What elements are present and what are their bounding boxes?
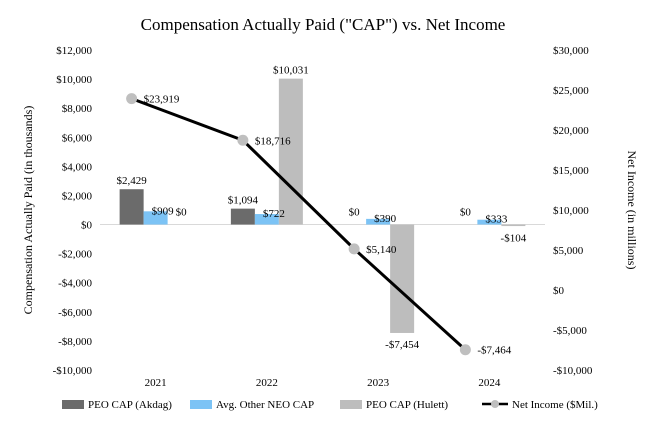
left-axis-title: Compensation Actually Paid (in thousands… (21, 106, 35, 315)
bar-data-label: -$104 (501, 233, 527, 245)
net-income-point (237, 134, 249, 146)
left-axis-tick-label: -$8,000 (58, 336, 92, 348)
x-axis-category-label: 2022 (256, 377, 278, 389)
right-axis-tick-label: $5,000 (553, 245, 584, 257)
right-axis-tick-label: $10,000 (553, 205, 589, 217)
bar-peo-cap-hulett (501, 224, 526, 227)
left-axis-tick-label: -$10,000 (53, 365, 93, 377)
legend-swatch (190, 400, 212, 409)
bar-data-label: $722 (263, 208, 285, 220)
x-axis-category-label: 2021 (145, 377, 167, 389)
left-axis-tick-label: -$2,000 (58, 249, 92, 261)
left-axis-tick-label: $6,000 (62, 132, 93, 144)
bar-avg-other-neo-cap (366, 218, 391, 225)
bar-avg-other-neo-cap (143, 211, 168, 225)
bar-data-label: $333 (485, 214, 508, 226)
right-axis-tick-label: $0 (553, 285, 565, 297)
bar-data-label: $1,094 (228, 195, 259, 207)
left-axis-tick-label: $0 (81, 220, 93, 232)
left-axis-tick-label: $4,000 (62, 161, 93, 173)
net-income-data-label: $5,140 (366, 244, 397, 256)
right-axis-tick-label: $15,000 (553, 165, 589, 177)
x-axis-category-label: 2024 (478, 377, 501, 389)
bar-data-label: $390 (374, 213, 397, 225)
legend-label: Avg. Other NEO CAP (216, 399, 314, 411)
bar-data-label: $0 (460, 207, 472, 219)
net-income-data-label: $23,919 (144, 94, 180, 106)
net-income-data-label: -$7,464 (477, 345, 511, 357)
legend-label: PEO CAP (Hulett) (366, 399, 448, 411)
right-axis-tick-label: -$5,000 (553, 325, 587, 337)
bar-peo-cap-hulett (390, 224, 415, 333)
legend-marker (491, 400, 499, 408)
bar-data-label: $0 (349, 207, 361, 219)
left-axis-tick-label: $12,000 (56, 45, 92, 57)
net-income-line (131, 97, 467, 351)
chart-title: Compensation Actually Paid ("CAP") vs. N… (141, 15, 506, 34)
left-axis-tick-label: $10,000 (56, 74, 92, 86)
left-axis-tick-label: -$4,000 (58, 278, 92, 290)
net-income-point (459, 344, 471, 356)
bar-peo-cap-akdag (119, 189, 144, 225)
bar-avg-other-neo-cap (477, 219, 502, 225)
right-axis-title: Net Income (in millions) (625, 151, 639, 270)
left-axis-tick-label: $2,000 (62, 190, 93, 202)
right-axis-tick-label: $25,000 (553, 85, 589, 97)
bar-data-label: $2,429 (117, 175, 148, 187)
net-income-point (126, 93, 138, 105)
bar-data-label: -$7,454 (385, 339, 419, 351)
bar-peo-cap-hulett (278, 78, 303, 225)
legend-label: Net Income ($Mil.) (512, 399, 598, 411)
net-income-data-label: $18,716 (255, 135, 291, 147)
legend-label: PEO CAP (Akdag) (88, 399, 172, 411)
bar-data-label: $10,031 (273, 65, 309, 77)
right-axis-tick-label: -$10,000 (553, 365, 593, 377)
right-axis-tick-label: $30,000 (553, 45, 589, 57)
x-axis-category-label: 2023 (367, 377, 390, 389)
left-axis-tick-label: $8,000 (62, 103, 93, 115)
left-axis-tick-label: -$6,000 (58, 307, 92, 319)
right-axis-tick-label: $20,000 (553, 125, 589, 137)
bar-data-label: $0 (176, 207, 188, 219)
legend-swatch (62, 400, 84, 409)
legend-swatch (340, 400, 362, 409)
bar-avg-other-neo-cap (254, 214, 279, 225)
bar-data-label: $909 (152, 205, 175, 217)
net-income-point (348, 243, 360, 255)
bar-peo-cap-akdag (230, 208, 255, 225)
